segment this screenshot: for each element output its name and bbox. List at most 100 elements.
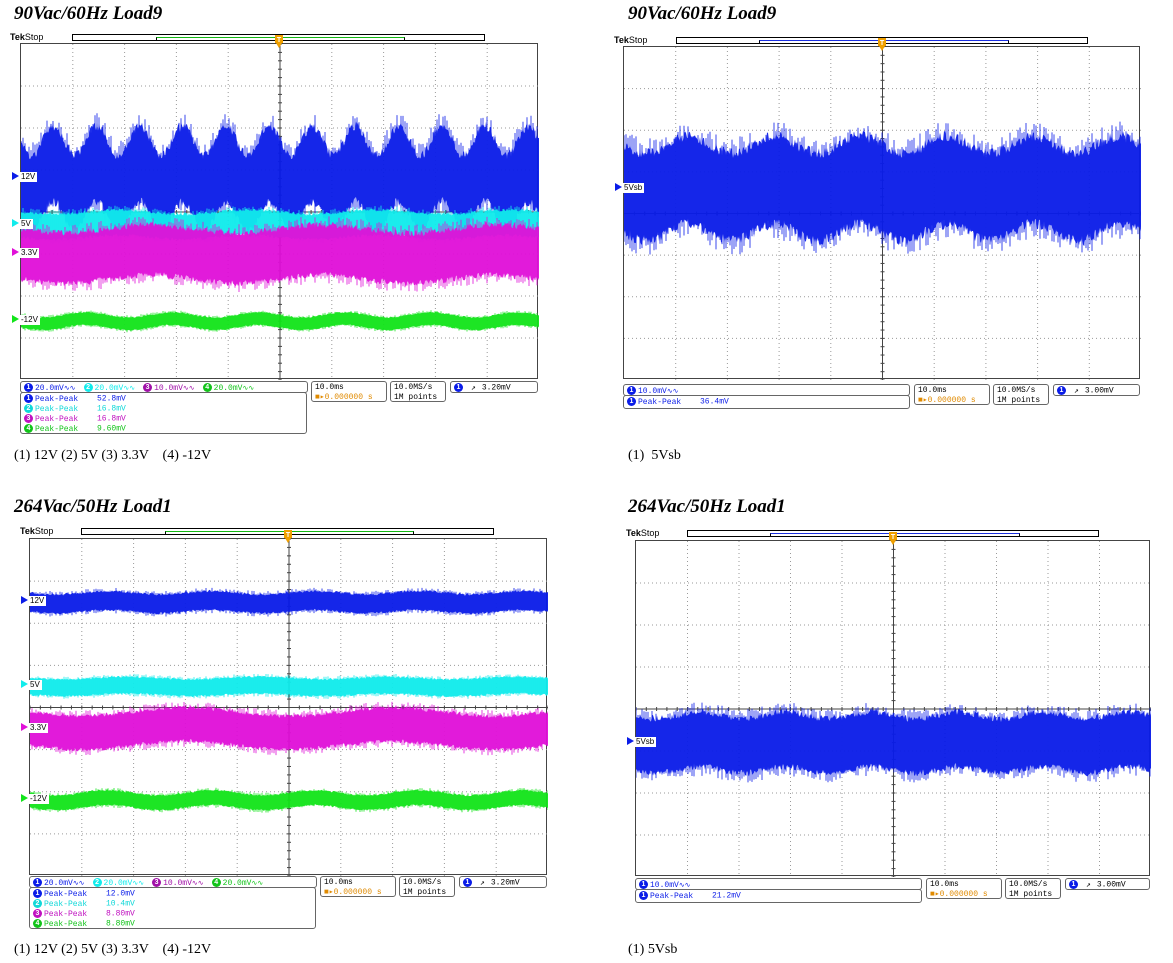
trace-envelope <box>21 221 539 287</box>
measurement-channel-badge: 1 <box>24 394 33 403</box>
bandwidth-limit-icon: ∿∿ <box>242 384 255 393</box>
measurement-row: 2 Peak-Peak 16.8mV <box>24 404 303 414</box>
trigger-level-value: 3.20mV <box>490 878 520 888</box>
bandwidth-limit-icon: ∿∿ <box>63 384 76 393</box>
channel-name: 3.3V <box>30 722 47 732</box>
channel-scale-2: 2 20.0mV∿∿ <box>83 383 136 393</box>
channel-scale-value: 20.0mV <box>103 878 133 888</box>
measurement-row: 2 Peak-Peak 10.4mV <box>33 899 312 909</box>
trigger-level-value: 3.00mV <box>1084 386 1114 396</box>
trace-noise <box>21 216 539 292</box>
panel-caption: (1) 12V (2) 5V (3) 3.3V (4) -12V <box>14 448 212 463</box>
measurement-label: Peak-Peak <box>44 899 88 909</box>
panel-title: 264Vac/50Hz Load1 <box>14 496 172 517</box>
series-12V-trace <box>21 113 539 244</box>
trigger-marker: T <box>284 530 292 544</box>
trigger-channel-badge: 1 <box>1069 880 1078 889</box>
channel-marker--12V: -12V <box>10 315 40 326</box>
channel-scale-value: 10.0mV <box>154 383 183 393</box>
channel-name: 5Vsb <box>624 182 643 192</box>
trace-envelope <box>30 705 548 752</box>
tek-logo: Tek <box>20 526 35 536</box>
graticule <box>636 541 1151 877</box>
acquisition-box: 10.0MS/s 1M points <box>399 876 455 897</box>
record-length-value: 1M points <box>1009 889 1053 899</box>
timebase-value: 10.0ms <box>315 383 344 392</box>
trigger-marker: T <box>275 35 283 49</box>
measurement-channel-badge: 3 <box>24 414 33 424</box>
acquisition-box: 10.0MS/s 1M points <box>993 384 1049 405</box>
waveform-plot <box>624 47 1141 380</box>
channel-scale-3: 3 10.0mV∿∿ <box>152 878 204 888</box>
sample-rate-value: 10.0MS/s <box>394 383 433 392</box>
acquisition-box: 10.0MS/s 1M points <box>1005 878 1061 899</box>
waveform-plot <box>21 44 539 380</box>
trigger-channel-badge: 1 <box>463 878 472 887</box>
trigger-box: 1 ↗ 3.20mV <box>459 876 547 888</box>
measurement-label: Peak-Peak <box>44 909 88 919</box>
trace-noise <box>21 113 539 244</box>
channel-scale-1: 1 20.0mV∿∿ <box>24 383 76 393</box>
record-length-value: 1M points <box>403 887 447 897</box>
measurement-channel-badge: 3 <box>33 909 42 919</box>
channel-arrow-icon <box>627 736 634 745</box>
measurement-row: 4 Peak-Peak 8.80mV <box>33 919 312 929</box>
graticule <box>30 539 548 876</box>
trigger-delay-icon: ■▸ <box>315 392 325 402</box>
svg-text:T: T <box>890 534 895 541</box>
channel-number-badge: 3 <box>152 878 162 887</box>
rising-edge-icon: ↗ <box>471 383 476 393</box>
trigger-position-readout: ■▸0.000000 s <box>930 890 998 900</box>
channel-scale-4: 4 20.0mV∿∿ <box>211 878 263 888</box>
series--12V-trace <box>21 310 539 333</box>
measurement-label: Peak-Peak <box>35 414 79 424</box>
channel-number-badge: 4 <box>202 383 212 392</box>
timebase-value: 10.0ms <box>918 386 947 395</box>
measurement-label: Peak-Peak <box>650 891 694 901</box>
sample-rate-value: 10.0MS/s <box>997 386 1036 395</box>
measurement-label: Peak-Peak <box>35 424 79 434</box>
channel-scale-1: 1 10.0mV∿∿ <box>639 880 691 890</box>
channel-number-badge: 1 <box>627 386 636 395</box>
trigger-position-value: 0.000000 s <box>324 392 373 402</box>
channel-marker-12V: 12V <box>19 596 47 607</box>
channel-number-badge: 1 <box>639 880 648 889</box>
measurement-box: 1 Peak-Peak 52.8mV 2 Peak-Peak 16.8mV 3 Peak-Pe… <box>20 392 307 434</box>
measurement-row: 1 Peak-Peak 36.4mV <box>627 397 906 407</box>
channel-marker-5Vsb: 5Vsb <box>613 182 645 193</box>
channel-arrow-icon <box>21 596 28 605</box>
trigger-position-readout: ■▸0.000000 s <box>324 888 392 898</box>
measurement-channel-badge: 1 <box>33 889 42 898</box>
channel-scale-box: 1 20.0mV∿∿ 2 20.0mV∿∿ 3 10.0mV∿∿ 4 20.0mV∿∿ <box>20 381 308 393</box>
channel-number-badge: 1 <box>33 878 42 887</box>
acquisition-box: 10.0MS/s 1M points <box>390 381 446 402</box>
bandwidth-limit-icon: ∿∿ <box>191 879 204 888</box>
waveform-plot <box>636 541 1151 877</box>
measurement-value: 8.80mV <box>106 919 135 929</box>
measurement-label: Peak-Peak <box>638 397 682 407</box>
tek-logo: Tek <box>10 32 25 42</box>
channel-marker-5V: 5V <box>10 218 33 229</box>
channel-number-badge: 4 <box>211 878 221 887</box>
channel-scale-value: 20.0mV <box>44 878 73 888</box>
trigger-level-value: 3.00mV <box>1096 880 1126 890</box>
timebase-box: 10.0ms ■▸0.000000 s <box>914 384 990 405</box>
tek-status-label: TekStop <box>626 528 659 538</box>
measurement-channel-badge: 4 <box>33 919 42 929</box>
measurement-value: 8.80mV <box>106 909 135 919</box>
channel-scale-value: 20.0mV <box>35 383 64 393</box>
trigger-position-readout: ■▸0.000000 s <box>918 396 986 406</box>
trigger-channel-badge: 1 <box>1057 386 1066 395</box>
trigger-position-value: 0.000000 s <box>333 887 382 897</box>
channel-name: 12V <box>21 172 36 182</box>
trigger-marker: T <box>888 532 897 546</box>
channel-scale-value: 10.0mV <box>638 386 667 396</box>
scope-screen <box>20 43 539 380</box>
trace-envelope <box>30 675 548 698</box>
bandwidth-limit-icon: ∿∿ <box>123 384 136 393</box>
acquisition-status: Stop <box>24 32 44 42</box>
trigger-position-value: 0.000000 s <box>939 889 988 899</box>
measurement-channel-badge: 4 <box>24 424 33 434</box>
timebase-value: 10.0ms <box>324 878 353 887</box>
trigger-level-value: 3.20mV <box>481 383 511 393</box>
